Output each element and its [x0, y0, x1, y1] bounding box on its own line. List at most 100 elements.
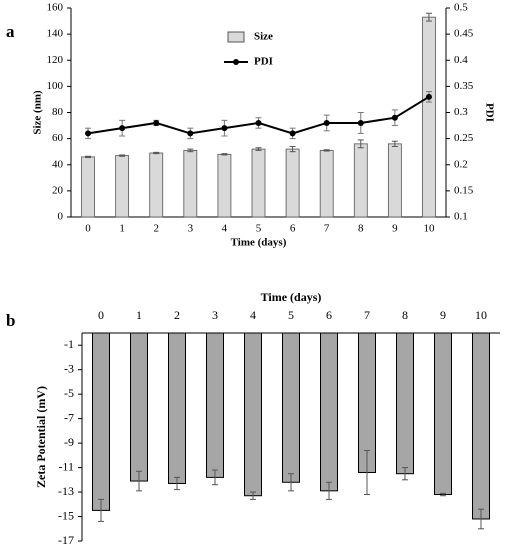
marker: [85, 130, 92, 137]
marker: [391, 114, 398, 121]
y-tick-label: 40: [52, 158, 64, 170]
error-bar: [221, 153, 228, 156]
y-axis-title: Zeta Potential (mV): [34, 386, 48, 488]
x-tick-label: 9: [440, 308, 446, 322]
x-tick-label: 6: [326, 308, 332, 322]
error-bar: [187, 148, 194, 153]
y-tick-label: 20: [52, 184, 64, 196]
bar: [168, 332, 186, 484]
marker: [289, 130, 296, 137]
error-bar: [440, 492, 446, 497]
y-tick-label: 60: [52, 132, 64, 144]
bar: [472, 332, 490, 520]
bar: [183, 149, 198, 218]
bar: [244, 332, 262, 497]
x-tick-label: 8: [358, 223, 364, 235]
x-tick-label: 9: [392, 223, 398, 235]
error-bar: [250, 491, 256, 500]
y2-tick-label: 0.45: [454, 28, 474, 40]
error-bar: [85, 155, 92, 159]
error-bar: [288, 473, 294, 492]
y2-axis-title: PDI: [483, 103, 495, 122]
error-bar: [98, 498, 104, 522]
x-tick-label: 10: [423, 223, 435, 235]
x-tick-label: 5: [256, 223, 262, 235]
bar: [206, 332, 224, 478]
error-bar: [357, 139, 364, 149]
bar: [434, 332, 452, 496]
bar: [422, 16, 436, 218]
x-tick-label: 1: [119, 223, 125, 235]
marker: [255, 119, 262, 126]
y-tick-label: 120: [47, 54, 64, 66]
legend-marker: [233, 59, 239, 65]
y-tick-label: -7: [64, 410, 74, 424]
x-tick-label: 8: [402, 308, 408, 322]
marker: [323, 119, 330, 126]
bar: [81, 156, 95, 218]
panel-label: a: [6, 22, 15, 41]
marker: [425, 93, 432, 100]
x-tick-label: 7: [364, 308, 370, 322]
legend-label: PDI: [254, 56, 273, 68]
marker: [119, 125, 126, 132]
x-tick-label: 4: [222, 223, 228, 235]
bar: [396, 332, 414, 475]
bar: [217, 153, 232, 218]
x-axis-title: Time (days): [231, 237, 287, 249]
bar: [320, 332, 338, 492]
error-bar: [326, 481, 332, 500]
y-tick-label: 160: [47, 2, 64, 14]
bar: [251, 148, 266, 218]
x-tick-label: 7: [324, 223, 330, 235]
y-tick-label: -5: [64, 386, 74, 400]
x-tick-label: 0: [85, 223, 91, 235]
error-bar: [402, 467, 408, 481]
y2-tick-label: 0.15: [454, 184, 474, 196]
y-tick-label: -13: [58, 484, 74, 498]
error-bar: [119, 154, 126, 157]
y2-tick-label: 0.5: [454, 2, 468, 14]
x-tick-label: 2: [174, 308, 180, 322]
error-bar: [391, 140, 398, 147]
marker: [187, 130, 194, 137]
marker: [153, 119, 160, 126]
legend-label: Size: [254, 31, 273, 43]
y-tick-label: -11: [58, 459, 74, 473]
bar: [149, 152, 164, 218]
x-tick-label: 0: [98, 308, 104, 322]
error-bar: [255, 147, 262, 151]
y-tick-label: -17: [58, 533, 74, 547]
bar: [353, 143, 368, 218]
error-bar: [323, 149, 330, 152]
y-tick-label: -9: [64, 435, 74, 449]
error-bar: [364, 449, 370, 496]
y2-tick-label: 0.35: [454, 80, 474, 92]
y-tick-label: 80: [52, 106, 64, 118]
x-tick-label: 3: [188, 223, 194, 235]
error-bar: [212, 469, 218, 486]
y-tick-label: 0: [58, 211, 64, 223]
y2-tick-label: 0.1: [454, 211, 468, 223]
y2-tick-label: 0.3: [454, 106, 468, 118]
x-tick-label: 10: [475, 308, 487, 322]
bar: [319, 149, 334, 218]
marker: [357, 119, 364, 126]
y-tick-label: 140: [47, 28, 64, 40]
y-tick-label: -1: [64, 337, 74, 351]
y2-tick-label: 0.4: [454, 54, 468, 66]
x-axis-title: Time (days): [261, 290, 322, 304]
x-tick-label: 4: [250, 308, 256, 322]
x-tick-label: 1: [136, 308, 142, 322]
error-bar: [136, 470, 142, 492]
marker: [221, 125, 228, 132]
error-bar: [174, 476, 180, 491]
y-tick-label: -15: [58, 508, 74, 522]
error-bar: [153, 151, 160, 155]
y-tick-label: -3: [64, 361, 74, 375]
y-tick-label: 100: [47, 80, 64, 92]
bar: [115, 155, 130, 218]
bar: [92, 332, 110, 511]
y-axis-title: Size (nm): [32, 90, 44, 135]
